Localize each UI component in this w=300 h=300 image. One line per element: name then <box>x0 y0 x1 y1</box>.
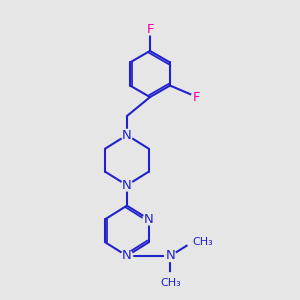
Circle shape <box>191 92 203 103</box>
Text: CH₃: CH₃ <box>192 237 213 247</box>
Text: N: N <box>144 213 154 226</box>
Circle shape <box>187 238 197 247</box>
Circle shape <box>165 250 176 262</box>
Circle shape <box>121 250 133 262</box>
Circle shape <box>121 180 133 191</box>
Circle shape <box>166 273 175 282</box>
Text: N: N <box>166 249 175 262</box>
Circle shape <box>143 214 154 225</box>
Circle shape <box>144 23 156 35</box>
Text: N: N <box>122 129 132 142</box>
Text: F: F <box>146 23 154 36</box>
Text: N: N <box>122 249 132 262</box>
Circle shape <box>121 129 133 141</box>
Text: F: F <box>193 91 201 103</box>
Text: N: N <box>122 179 132 192</box>
Text: CH₃: CH₃ <box>160 278 181 288</box>
